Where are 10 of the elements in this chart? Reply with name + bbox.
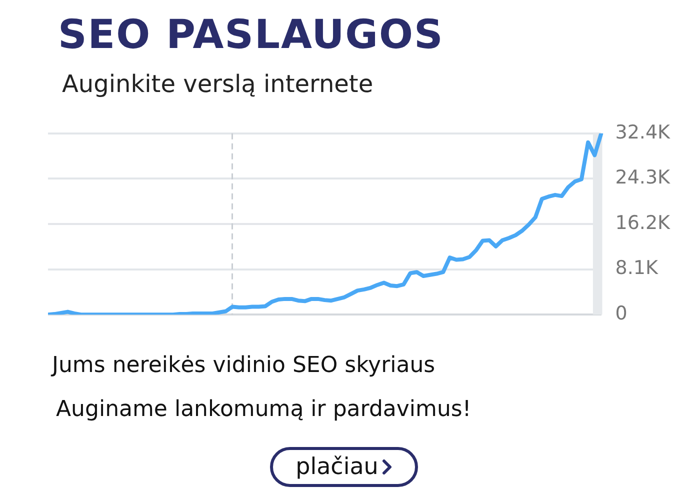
text: Jums nereikės vidinio SEO skyriaus <box>52 353 436 378</box>
y-tick-label: 16.2K <box>615 212 671 234</box>
text: plačiau <box>296 454 378 480</box>
y-tick-label: 24.3K <box>615 166 671 189</box>
chart-title: SEO PASLAUGOS <box>58 12 444 58</box>
y-tick-label: 32.4K <box>615 121 671 144</box>
y-tick-label: 8.1K <box>615 257 658 280</box>
text: Auginame lankomumą ir pardavimus! <box>56 397 472 422</box>
chart-subtitle: Auginkite verslą internete <box>62 70 374 98</box>
y-tick-label: 0 <box>615 302 628 325</box>
